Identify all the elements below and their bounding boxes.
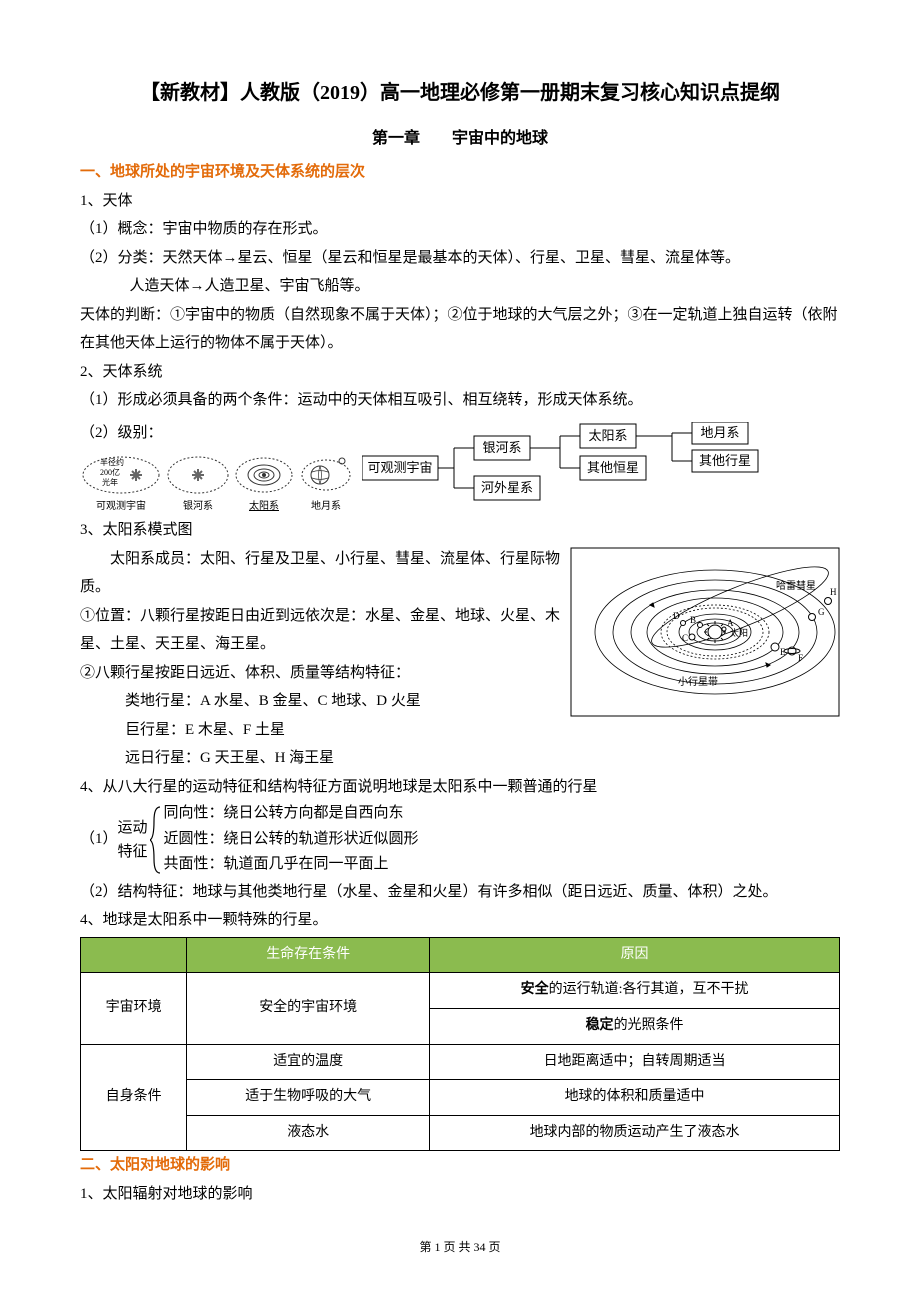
table-head-row: 生命存在条件 原因 [81,937,840,973]
page-title: 【新教材】人教版（2019）高一地理必修第一册期末复习核心知识点提纲 [80,74,840,112]
th-blank [81,937,187,973]
cell-reason-orbit: 安全的运行轨道:各行其道，互不干扰 [430,973,840,1009]
item-1: 1、天体 [80,187,840,216]
solar-system-caption: 太阳系 [234,497,294,516]
cell-self-cond: 自身条件 [81,1044,187,1151]
brace-label-1: 运动 [118,816,148,840]
svg-text:G: G [818,607,825,617]
svg-text:太阳: 太阳 [730,627,748,638]
svg-text:可观测宇宙: 可观测宇宙 [367,460,432,475]
svg-text:地月系: 地月系 [700,425,739,440]
svg-text:A: A [727,618,734,628]
observable-universe-caption: 可观测宇宙 [80,497,162,516]
item-4: 4、从八大行星的运动特征和结构特征方面说明地球是太阳系中一颗普通的行星 [80,773,840,802]
item-2b: （2）级别： [80,419,354,448]
cell-atmos-reason: 地球的体积和质量适中 [430,1080,840,1116]
svg-text:其他恒星: 其他恒星 [587,460,639,475]
item-4d: （2）结构特征：地球与其他类地行星（水星、金星和火星）有许多相似（距日远近、质量… [80,878,840,907]
item-4a: 同向性：绕日公转方向都是自西向东 [164,801,419,827]
item-3: 3、太阳系模式图 [80,516,840,545]
page-footer: 第 1 页 共 34 页 [80,1236,840,1259]
item-1b-cont: 人造天体→人造卫星、宇宙飞船等。 [80,272,840,301]
th-reason: 原因 [430,937,840,973]
solar-system-fig: 太阳系 [234,447,294,516]
svg-text:光年: 光年 [102,477,118,487]
curly-brace-icon [150,805,164,875]
cell-temp: 适宜的温度 [187,1044,430,1080]
item-4-pre: （1） [80,825,118,854]
svg-text:哈雷彗星: 哈雷彗星 [776,579,816,592]
observable-universe-fig: 半径约 200亿 光年 可观测宇宙 [80,447,162,516]
cell-water-reason: 地球内部的物质运动产生了液态水 [430,1115,840,1151]
item-1b: （2）分类：天然天体→星云、恒星（星云和恒星是最基本的天体）、行星、卫星、彗星、… [80,244,840,273]
cell-atmos: 适于生物呼吸的大气 [187,1080,430,1116]
earth-moon-caption: 地月系 [298,497,354,516]
earth-moon-fig: 地月系 [298,447,354,516]
svg-text:D: D [673,611,680,621]
cosmos-figures: 半径约 200亿 光年 可观测宇宙 银河系 [80,447,354,516]
cell-temp-reason: 日地距离适中；自转周期适当 [430,1044,840,1080]
brace-label-2: 特征 [118,840,148,864]
radius-text-1: 半径约 [100,457,124,467]
svg-text:F: F [798,653,803,663]
item-2: 2、天体系统 [80,358,840,387]
celestial-judge: 天体的判断：①宇宙中的物质（自然现象不属于天体）；②位于地球的大气层之外；③在一… [80,301,840,358]
svg-text:太阳系: 太阳系 [588,428,627,443]
item-3c3: 远日行星：G 天王星、H 海王星 [80,744,840,773]
svg-text:其他行星: 其他行星 [699,453,751,468]
table-row: 适于生物呼吸的大气 地球的体积和质量适中 [81,1080,840,1116]
svg-text:银河系: 银河系 [482,440,521,455]
svg-text:B: B [690,615,696,625]
celestial-hierarchy-tree: 可观测宇宙 银河系 河外星系 太阳系 其他恒星 地月系 其他行星 [362,422,840,514]
section-1-heading: 一、地球所处的宇宙环境及天体系统的层次 [80,158,840,187]
svg-text:200亿: 200亿 [100,467,120,477]
solar-system-diagram: 太阳 A B C D E F G H 哈雷彗星 小行星带 [570,547,840,728]
table-row: 液态水 地球内部的物质运动产生了液态水 [81,1115,840,1151]
galaxy-caption: 银河系 [166,497,230,516]
cell-safe-env: 安全的宇宙环境 [187,973,430,1044]
sec2-item-1: 1、太阳辐射对地球的影响 [80,1180,840,1209]
item-1a: （1）概念：宇宙中物质的存在形式。 [80,215,840,244]
life-conditions-table: 生命存在条件 原因 宇宙环境 安全的宇宙环境 安全的运行轨道:各行其道，互不干扰… [80,937,840,1152]
chapter-heading: 第一章 宇宙中的地球 [80,124,840,154]
table-row: 自身条件 适宜的温度 日地距离适中；自转周期适当 [81,1044,840,1080]
svg-text:河外星系: 河外星系 [481,480,533,495]
cell-water: 液态水 [187,1115,430,1151]
svg-text:H: H [830,587,837,597]
svg-text:小行星带: 小行星带 [678,675,718,688]
th-condition: 生命存在条件 [187,937,430,973]
table-row: 宇宙环境 安全的宇宙环境 安全的运行轨道:各行其道，互不干扰 [81,973,840,1009]
cell-cosmic-env: 宇宙环境 [81,973,187,1044]
item-2a: （1）形成必须具备的两个条件：运动中的天体相互吸引、相互绕转，形成天体系统。 [80,386,840,415]
section-2-heading: 二、太阳对地球的影响 [80,1151,840,1180]
galaxy-fig: 银河系 [166,447,230,516]
item-4c: 共面性：轨道面几乎在同一平面上 [164,852,419,878]
item-4b: 近圆性：绕日公转的轨道形状近似圆形 [164,827,419,853]
cell-reason-light: 稳定的光照条件 [430,1009,840,1045]
motion-features-brace: （1） 运动 特征 同向性：绕日公转方向都是自西向东 近圆性：绕日公转的轨道形状… [80,801,840,878]
item-5: 4、地球是太阳系中一颗特殊的行星。 [80,906,840,935]
svg-text:C: C [682,633,688,643]
